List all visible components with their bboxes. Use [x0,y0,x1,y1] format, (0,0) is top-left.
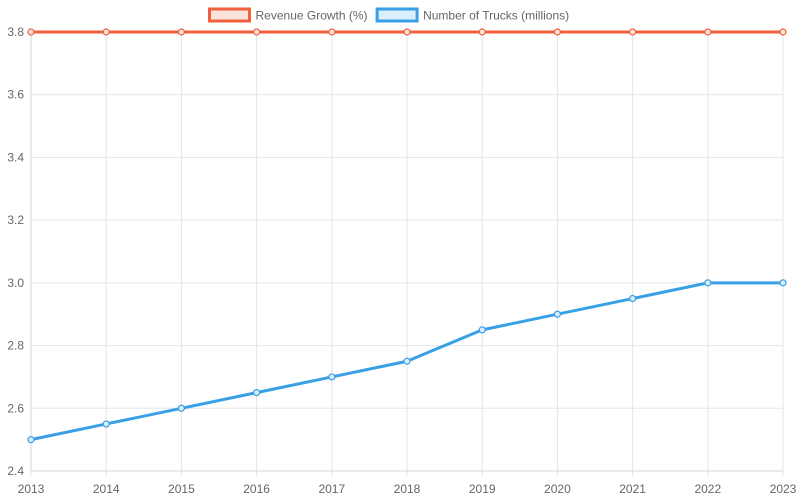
data-point[interactable] [328,373,336,381]
series [27,28,787,444]
data-point[interactable] [704,28,712,36]
axes: 2.4 2.6 2.8 3.0 3.2 3.4 3.6 3.8 2013 2014 2015 2016… [7,25,796,496]
data-point[interactable] [403,28,411,36]
x-tick-label: 2022 [694,482,721,496]
data-point[interactable] [253,389,261,397]
y-tick-label: 3.2 [7,213,24,227]
legend-label: Number of Trucks (millions) [423,9,569,23]
data-point[interactable] [328,28,336,36]
x-tick-label: 2016 [243,482,270,496]
y-tick-label: 3.0 [7,276,24,290]
y-tick-label: 2.6 [7,401,24,415]
data-point[interactable] [102,28,110,36]
series-1 [27,279,787,444]
data-point[interactable] [177,404,185,412]
series-0 [27,28,787,36]
legend: Revenue Growth (%) Number of Trucks (mill… [208,7,569,23]
data-point[interactable] [403,357,411,365]
legend-swatch [208,7,251,23]
data-point[interactable] [253,28,261,36]
y-tick-label: 2.8 [7,339,24,353]
legend-swatch [375,7,419,23]
data-point[interactable] [553,28,562,36]
data-point[interactable] [628,294,637,303]
data-point[interactable] [553,310,562,318]
data-point[interactable] [704,279,712,287]
x-tick-label: 2023 [770,482,797,496]
x-tick-label: 2014 [93,482,120,496]
data-point[interactable] [478,326,486,334]
x-tick-label: 2013 [18,482,45,496]
x-tick-label: 2017 [318,482,345,496]
data-point[interactable] [779,28,787,36]
data-point[interactable] [478,28,486,36]
legend-item[interactable]: Revenue Growth (%) [208,7,368,23]
data-point[interactable] [779,279,787,287]
y-tick-label: 3.6 [7,88,24,102]
x-tick-label: 2015 [168,482,195,496]
data-point[interactable] [102,420,110,428]
x-tick-label: 2020 [544,482,571,496]
data-point[interactable] [177,28,185,36]
data-point[interactable] [27,28,35,36]
data-point[interactable] [628,28,637,36]
legend-label: Revenue Growth (%) [256,9,368,23]
x-tick-label: 2019 [469,482,496,496]
y-tick-label: 2.4 [7,464,24,478]
legend-item[interactable]: Number of Trucks (millions) [375,7,569,23]
data-point[interactable] [27,436,35,444]
x-tick-label: 2018 [394,482,421,496]
y-tick-label: 3.4 [7,150,24,164]
x-tick-label: 2021 [619,482,646,496]
grid [30,31,784,476]
y-tick-label: 3.8 [7,25,24,39]
